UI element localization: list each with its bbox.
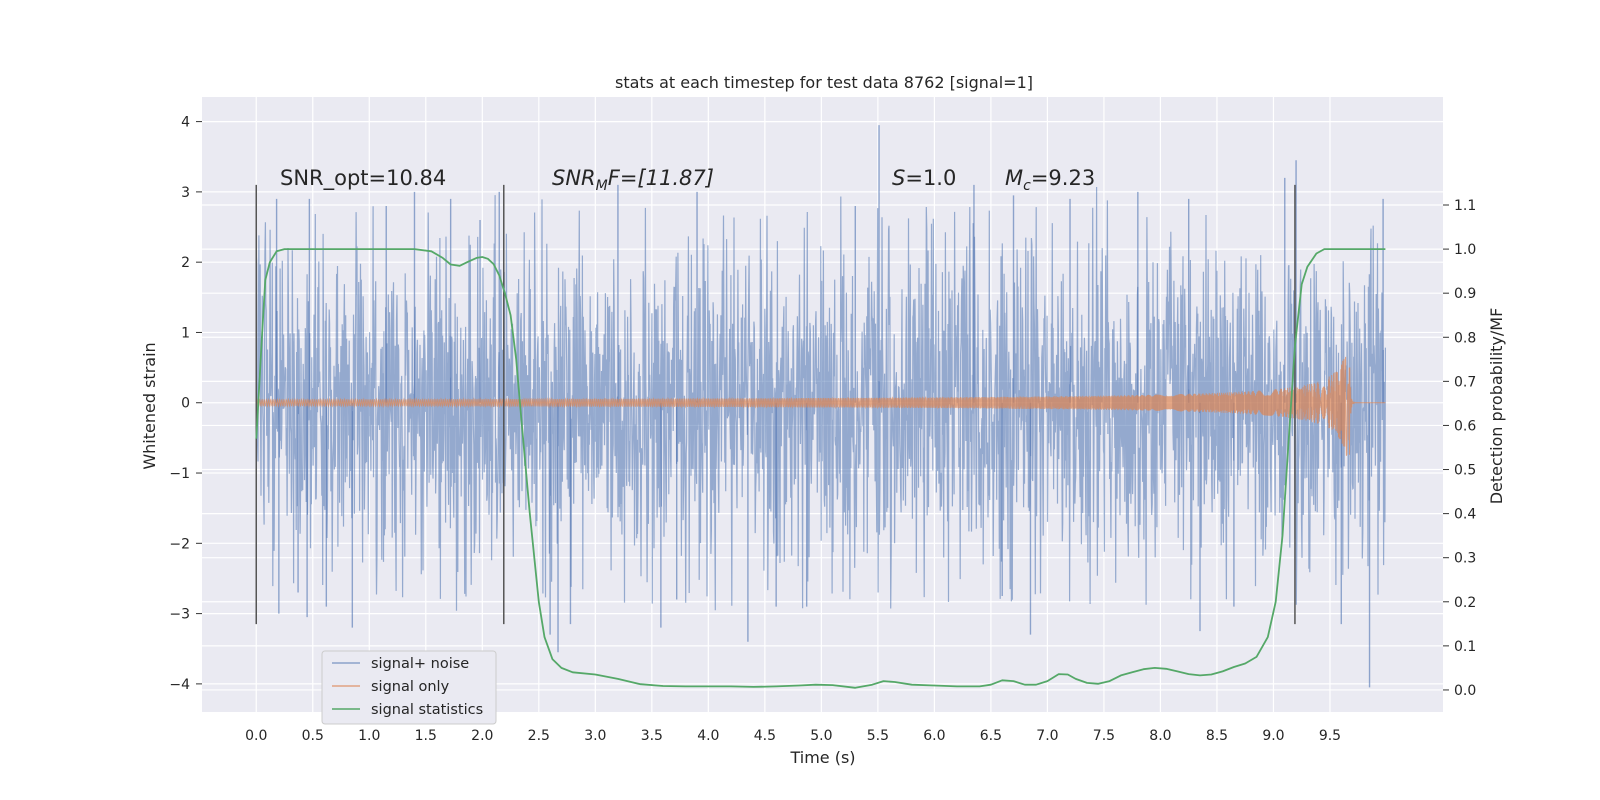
x-tick-label: 3.5 — [641, 728, 663, 744]
y2-tick-label: 0.1 — [1454, 639, 1476, 655]
y-tick-label: −2 — [169, 536, 190, 552]
x-tick-label: 6.0 — [923, 728, 945, 744]
x-tick-label: 7.5 — [1093, 728, 1115, 744]
annotation-s-rest: =1.0 — [905, 166, 956, 190]
x-tick-label: 8.5 — [1206, 728, 1228, 744]
annotation-mc: Mc=9.23 — [1005, 166, 1095, 194]
y-tick-label: 4 — [181, 115, 190, 131]
x-axis-title: Time (s) — [789, 748, 855, 767]
noise-series-layer — [255, 125, 1386, 688]
x-tick-label: 3.0 — [584, 728, 606, 744]
y2-axis-ticks: 1.1 1.0 0.9 0.8 0.7 0.6 0.5 0.4 0.3 0.2 0.1 0.0 — [1443, 198, 1476, 699]
x-tick-label: 2.5 — [528, 728, 550, 744]
x-tick-label: 1.0 — [358, 728, 380, 744]
x-axis-ticks: 0.0 0.5 1.0 1.5 2.0 2.5 3.0 3.5 4.0 4.5 5.0 5.5 6.0 6… — [245, 728, 1341, 744]
legend-label-signal: signal only — [371, 679, 450, 695]
stats-series-line — [255, 248, 1386, 689]
y2-tick-label: 0.6 — [1454, 418, 1476, 434]
y-tick-label: −4 — [169, 677, 190, 693]
y2-tick-label: 0.9 — [1454, 286, 1476, 302]
x-tick-label: 4.5 — [754, 728, 776, 744]
legend-box — [321, 650, 497, 725]
annotation-snr-mf-rest: F=[11.87] — [608, 166, 714, 190]
y-tick-label: 2 — [181, 255, 190, 271]
x-tick-label: 0.0 — [245, 728, 267, 744]
annotation-snr-mf: SNRMF=[11.87] — [552, 166, 714, 194]
x-tick-label: 5.0 — [810, 728, 832, 744]
stats-series-layer — [255, 248, 1386, 689]
y2-tick-label: 0.2 — [1454, 595, 1476, 611]
y2-tick-label: 0.8 — [1454, 330, 1476, 346]
noise-series-line — [255, 186, 1386, 611]
y-tick-label: 1 — [181, 325, 190, 341]
y2-tick-label: 1.1 — [1454, 198, 1476, 214]
y-tick-label: −3 — [169, 607, 190, 623]
y2-tick-label: 0.0 — [1454, 683, 1476, 699]
y2-axis-title: Detection probability/MF — [1487, 308, 1506, 505]
x-tick-label: 2.0 — [471, 728, 493, 744]
legend-label-noise: signal+ noise — [371, 656, 469, 672]
y2-tick-label: 1.0 — [1454, 242, 1476, 258]
signal-series-line — [255, 356, 1386, 456]
legend-label-stats: signal statistics — [371, 702, 483, 718]
y2-tick-label: 0.4 — [1454, 507, 1476, 523]
annotation-s: S=1.0 — [892, 166, 956, 190]
x-tick-label: 0.5 — [302, 728, 324, 744]
y-axis-title: Whitened strain — [140, 342, 159, 469]
annotation-mc-rest: =9.23 — [1031, 166, 1095, 190]
annotation-snr-mf-sub: M — [596, 178, 608, 194]
y-axis-ticks: 4 3 2 1 0 −1 −2 −3 −4 — [169, 115, 202, 693]
y-tick-label: 0 — [181, 396, 190, 412]
annotation-s-base: S — [892, 166, 905, 190]
x-tick-label: 5.5 — [867, 728, 889, 744]
annotation-snr-opt: SNR_opt=10.84 — [280, 166, 446, 191]
vertical-lines — [255, 184, 1296, 625]
annotation-snr-mf-base: SNR — [552, 166, 596, 190]
x-tick-label: 9.5 — [1319, 728, 1341, 744]
x-tick-label: 1.5 — [415, 728, 437, 744]
x-tick-label: 9.0 — [1262, 728, 1284, 744]
x-tick-label: 4.0 — [697, 728, 719, 744]
x-tick-label: 7.0 — [1036, 728, 1058, 744]
x-tick-label: 8.0 — [1149, 728, 1171, 744]
chart-title: stats at each timestep for test data 876… — [615, 73, 1033, 92]
y2-tick-label: 0.3 — [1454, 551, 1476, 567]
annotation-mc-base: M — [1005, 166, 1023, 190]
signal-series-layer — [255, 356, 1386, 456]
y-tick-label: −1 — [169, 466, 190, 482]
y2-tick-label: 0.7 — [1454, 374, 1476, 390]
x-tick-label: 6.5 — [980, 728, 1002, 744]
y2-tick-label: 0.5 — [1454, 463, 1476, 479]
y-tick-label: 3 — [181, 185, 190, 201]
annotation-mc-sub: c — [1023, 178, 1031, 194]
legend: signal+ noise signal only signal statist… — [321, 650, 497, 725]
